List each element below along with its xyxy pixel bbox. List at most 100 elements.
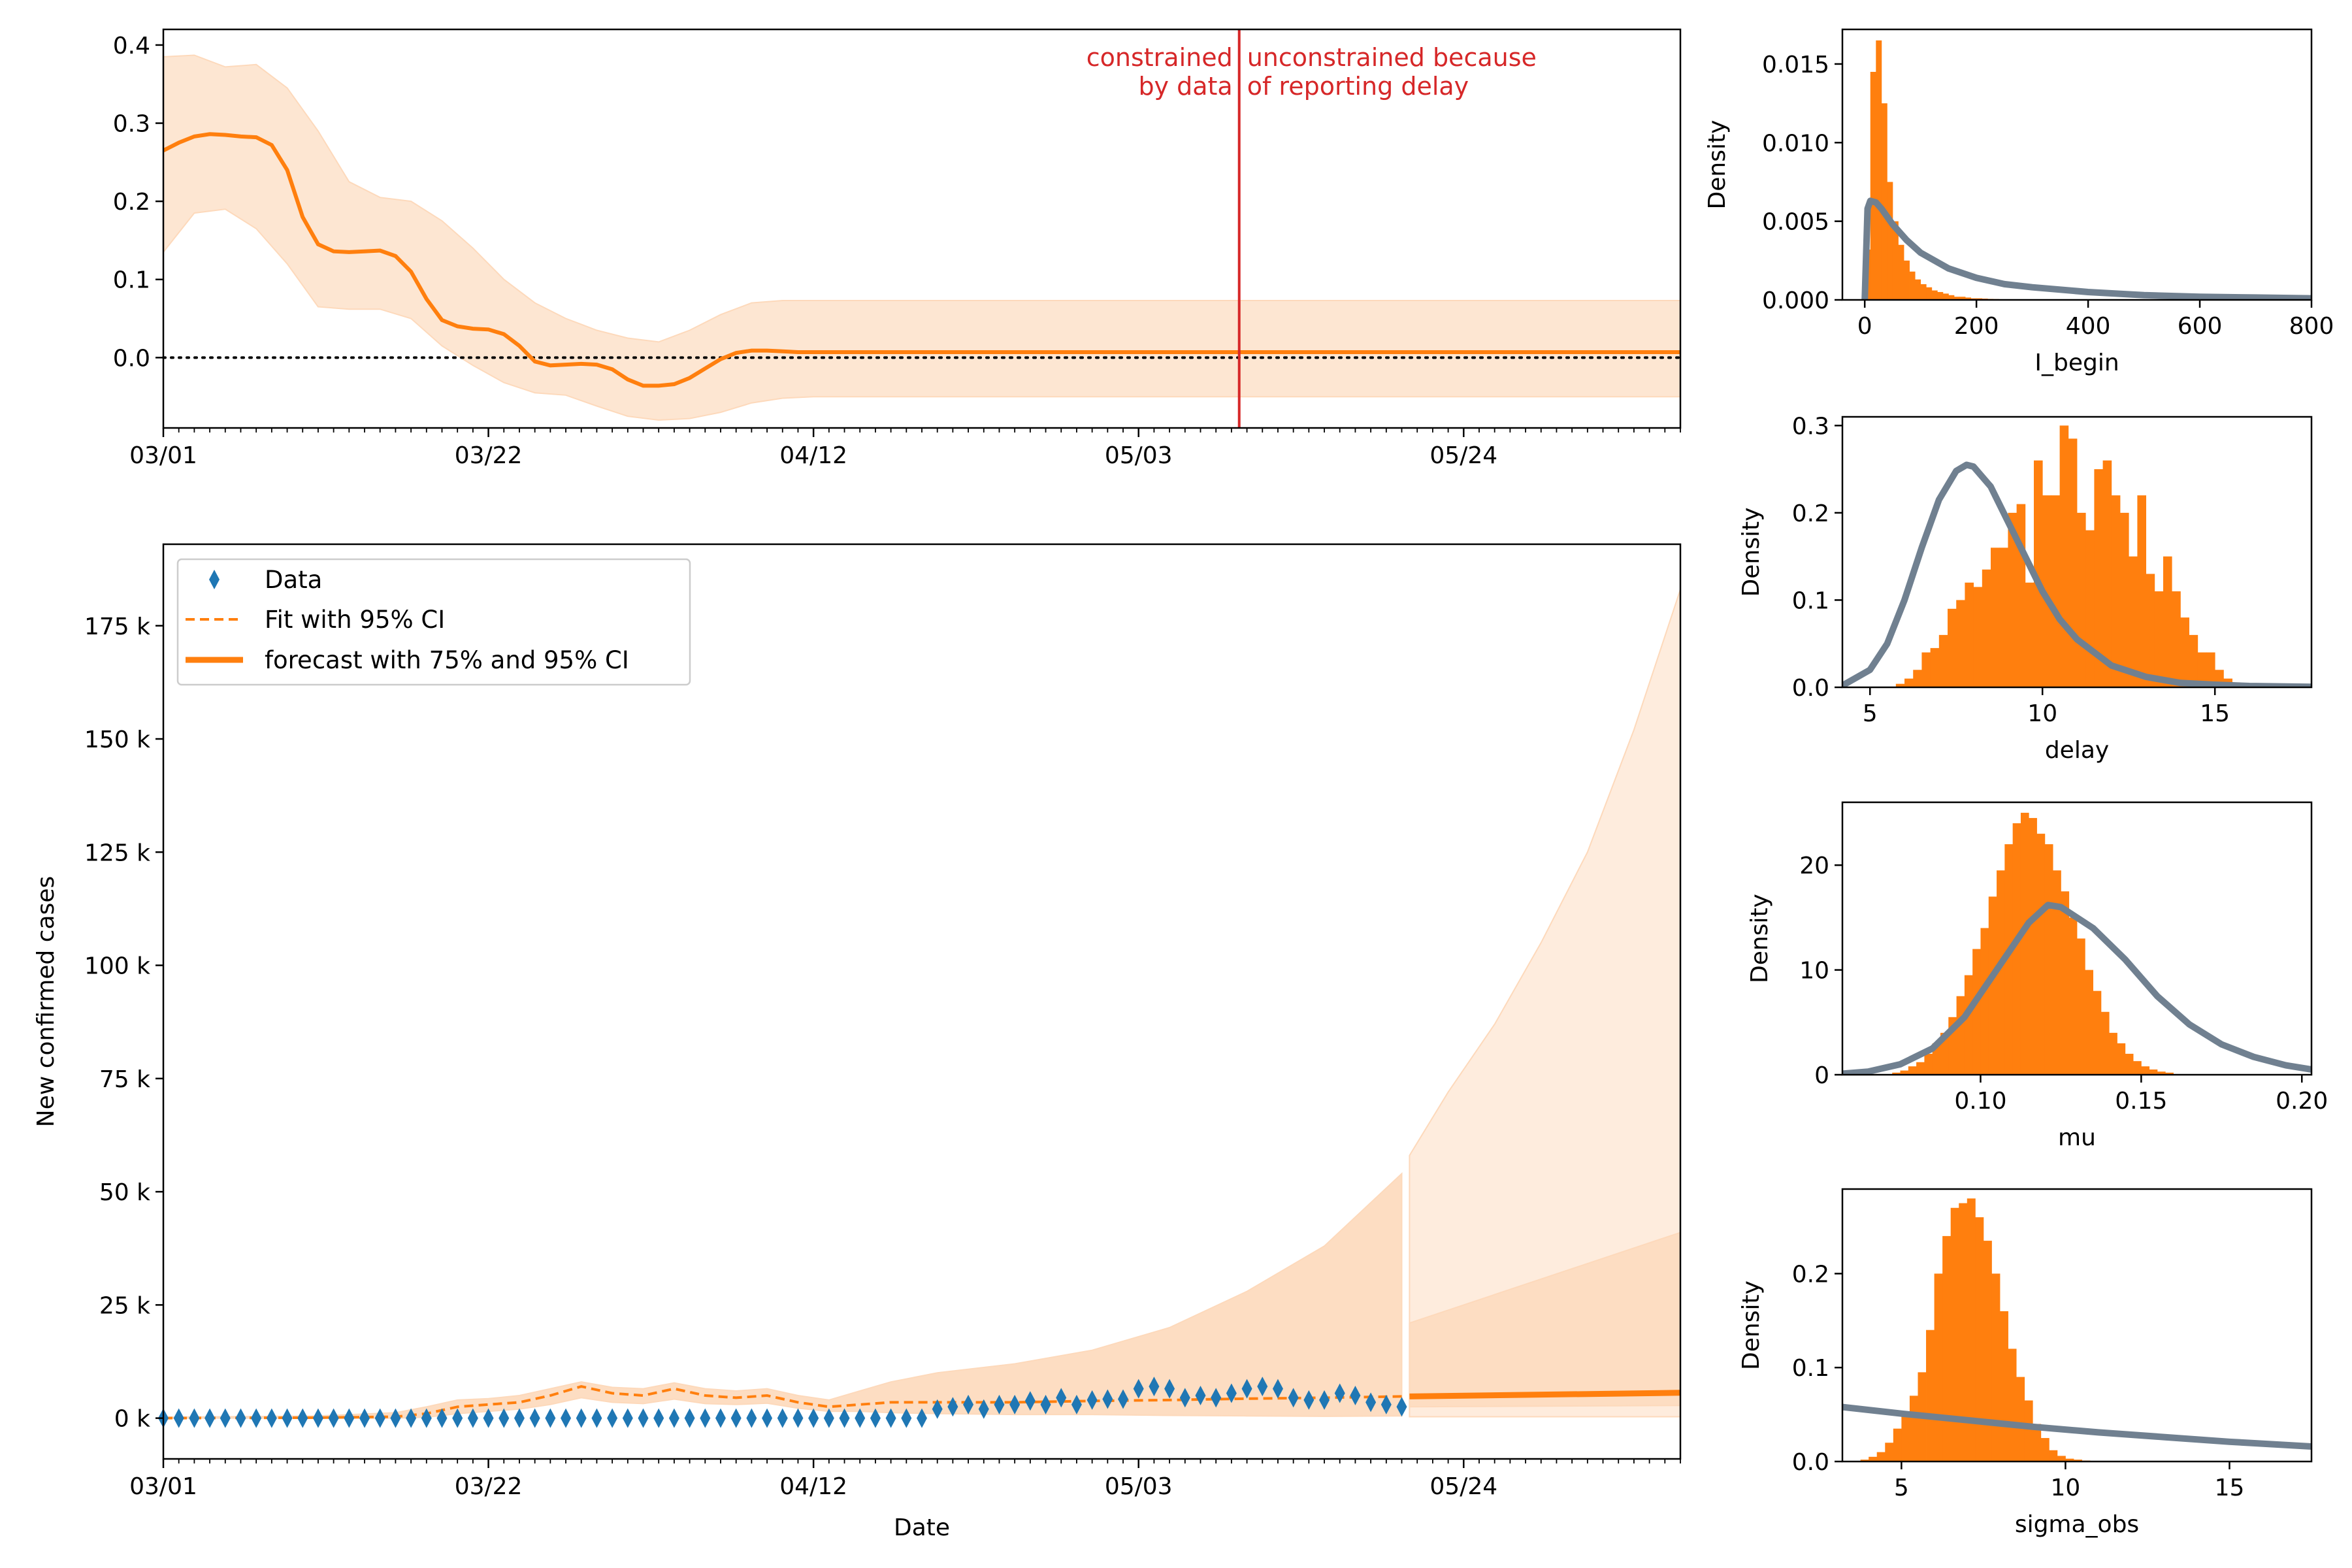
delay-histogram-bar xyxy=(2025,582,2034,687)
forecast-ci75-band xyxy=(1409,1232,1680,1408)
mu-histogram-bar xyxy=(2165,1072,2174,1075)
delay-histogram-bar xyxy=(1938,634,1948,687)
data-point-marker xyxy=(1009,1394,1021,1414)
sigma_obs-histogram-bar xyxy=(1991,1273,2001,1462)
mu-histogram-bar xyxy=(2093,990,2102,1075)
data-point-marker xyxy=(344,1408,355,1428)
sigma_obs-histogram-bar xyxy=(1967,1198,1976,1462)
mu-histogram-bar xyxy=(1997,870,2005,1075)
data-point-marker xyxy=(406,1408,417,1428)
mu-y-tick-label: 0 xyxy=(1814,1062,1829,1089)
cases-x-tick-label: 05/03 xyxy=(1105,1473,1173,1500)
mu-histogram-bar xyxy=(1988,896,1997,1075)
data-point-marker xyxy=(1071,1394,1082,1414)
I_begin-histogram-bar xyxy=(1948,295,1955,300)
data-point-marker xyxy=(204,1408,216,1428)
data-point-marker xyxy=(467,1408,478,1428)
sigma_obs-histogram-bar xyxy=(2024,1400,2033,1462)
data-point-marker xyxy=(1226,1383,1237,1403)
sigma_obs-x-tick-label: 10 xyxy=(2051,1475,2081,1501)
delay-histogram-bar xyxy=(1991,547,2000,687)
I_begin-y-tick-label: 0.005 xyxy=(1762,209,1829,236)
mu-histogram-bar xyxy=(2077,938,2085,1075)
data-point-marker xyxy=(312,1408,323,1428)
data-point-marker xyxy=(189,1408,200,1428)
sigma_obs-histogram-bar xyxy=(1885,1443,1894,1462)
mu-prior-curve xyxy=(1842,902,2311,1075)
delay-histogram-bar xyxy=(2102,460,2112,687)
sigma_obs-y-tick-label: 0.1 xyxy=(1792,1355,1829,1382)
cases-y-tick-label: 25 k xyxy=(99,1292,150,1319)
mu-histogram-bar xyxy=(2100,1011,2110,1075)
data-point-marker xyxy=(1149,1377,1160,1397)
cases-y-tick-label: 100 k xyxy=(84,953,150,980)
delay-x-tick-label: 5 xyxy=(1863,700,1878,727)
delay-histogram-bar xyxy=(2129,556,2138,687)
growth-x-tick-label: 05/24 xyxy=(1429,442,1497,469)
delay-y-tick-label: 0.0 xyxy=(1792,675,1829,702)
data-point-marker xyxy=(1241,1379,1252,1399)
delay-histogram-bar xyxy=(2154,591,2164,687)
cases-y-tick-label: 125 k xyxy=(84,840,150,866)
delay-histogram-bar xyxy=(2172,591,2181,687)
fit-ci95-band xyxy=(163,1172,1403,1419)
sigma_obs-histogram-bar xyxy=(1893,1428,1902,1462)
data-point-marker xyxy=(282,1408,293,1428)
sigma_obs-x-tick-label: 15 xyxy=(2215,1475,2245,1501)
mu-histogram-bar xyxy=(2149,1069,2158,1075)
I_begin-histogram-bar xyxy=(1876,40,1882,300)
data-point-marker xyxy=(855,1408,866,1428)
data-point-marker xyxy=(901,1408,912,1428)
sigma_obs-histogram-bar xyxy=(1959,1203,1968,1462)
delay-histogram-bar xyxy=(2051,495,2061,687)
sigma_obs-histogram-bar xyxy=(2000,1311,2008,1462)
data-point-marker xyxy=(1164,1379,1175,1399)
delay-histogram-bar xyxy=(2016,504,2026,687)
delay-histogram-bar xyxy=(2059,425,2069,687)
delay-histogram-bar xyxy=(2077,512,2086,687)
data-point-marker xyxy=(1211,1388,1222,1408)
data-point-marker xyxy=(622,1408,633,1428)
I_begin-histogram-bar xyxy=(1920,284,1927,300)
I_begin-x-tick-label: 400 xyxy=(2066,313,2111,340)
mu-histogram-bar xyxy=(2012,823,2021,1075)
I_begin-histogram-bar xyxy=(1926,287,1933,300)
data-point-marker xyxy=(653,1408,664,1428)
data-point-marker xyxy=(870,1408,881,1428)
mu-y-tick-label: 10 xyxy=(1799,958,1829,985)
data-point-marker xyxy=(390,1408,401,1428)
sigma_obs-histogram-bar xyxy=(1869,1456,1878,1462)
growth-x-tick-label: 04/12 xyxy=(779,442,847,469)
data-point-marker xyxy=(885,1408,896,1428)
annotation-reporting-delay: of reporting delay xyxy=(1247,72,1469,101)
growth-y-tick-label: 0.4 xyxy=(113,33,150,59)
mu-histogram-bar xyxy=(1924,1053,1933,1075)
growth-y-tick-label: 0.2 xyxy=(113,189,150,216)
mu-histogram-bar xyxy=(1892,1072,1901,1075)
I_begin-histogram-bar xyxy=(1959,297,1966,300)
data-point-marker xyxy=(328,1408,339,1428)
delay-plot-frame xyxy=(1841,416,2313,689)
cases-plot-frame xyxy=(162,543,1682,1460)
growth-plot-frame xyxy=(162,28,1682,429)
sigma_obs-histogram-bar xyxy=(1926,1330,1935,1462)
data-point-marker xyxy=(1350,1385,1361,1405)
sigma_obs-histogram-bar xyxy=(1860,1460,1869,1462)
sigma_obs-histogram-bar xyxy=(2033,1424,2042,1462)
mu-histogram-bar xyxy=(2117,1043,2126,1075)
data-point-marker xyxy=(1040,1394,1051,1414)
data-point-marker xyxy=(483,1408,494,1428)
I_begin-prior-curve xyxy=(1861,197,2311,300)
mu-histogram-bar xyxy=(1908,1066,1917,1075)
mu-histogram-bar xyxy=(2036,834,2046,1075)
data-point-marker xyxy=(1179,1388,1190,1408)
cases-x-tick-label: 04/12 xyxy=(779,1473,847,1500)
sigma_obs-histogram-bar xyxy=(1942,1235,1952,1462)
delay-histogram-bar xyxy=(2163,556,2172,687)
data-point-marker xyxy=(235,1408,246,1428)
mu-histogram-bar xyxy=(1964,975,1973,1075)
mu-y-axis-label: Density xyxy=(1746,894,1773,983)
sigma_obs-y-tick-label: 0.2 xyxy=(1792,1261,1829,1288)
delay-histogram-bar xyxy=(2180,617,2189,687)
I_begin-histogram-bar xyxy=(1870,71,1876,300)
